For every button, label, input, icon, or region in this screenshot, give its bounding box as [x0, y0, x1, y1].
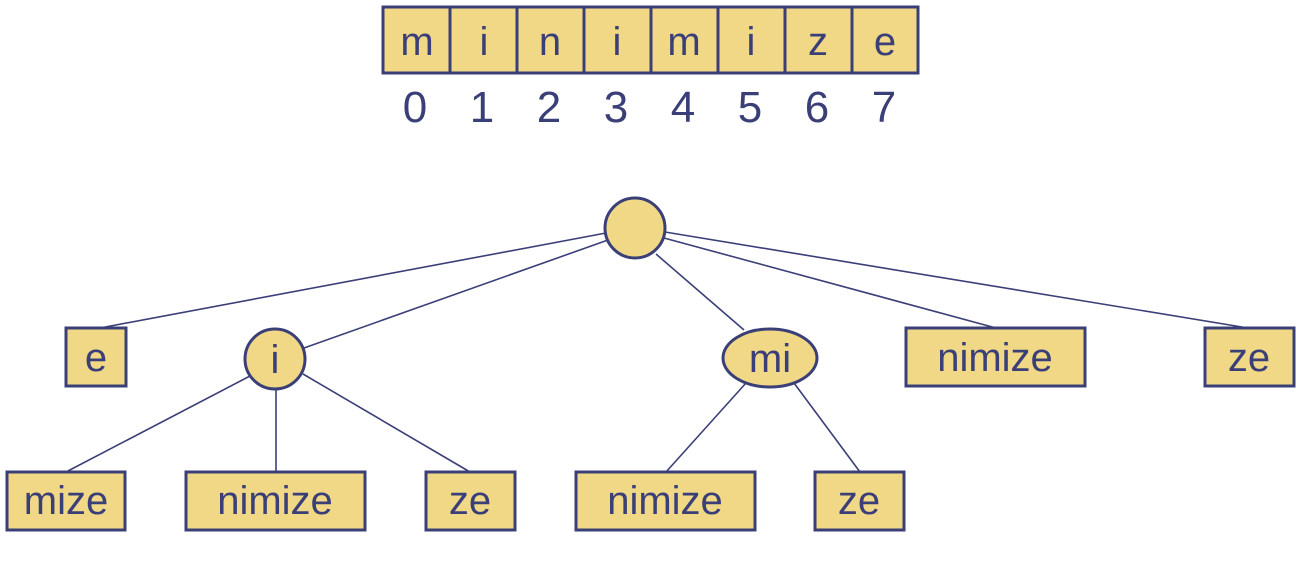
leaf-label: nimize [607, 479, 723, 523]
tree-leaf-i-ze: ze [424, 470, 517, 532]
edge-root-i [303, 239, 609, 349]
leaf-label: ze [449, 479, 491, 523]
tree-node-e: e [64, 326, 128, 388]
leaf-label: nimize [217, 479, 333, 523]
index-label: 6 [805, 83, 829, 132]
node-label: nimize [937, 336, 1053, 380]
edge-root-ze [664, 231, 1249, 329]
char-label: n [539, 20, 561, 64]
edge-root-e [99, 232, 607, 329]
char-cell: e [850, 5, 920, 75]
tree-node-nimize: nimize [904, 326, 1087, 388]
string-array: m i n i m i z e [381, 5, 920, 75]
node-label: i [271, 338, 280, 382]
node-label: mi [749, 337, 791, 381]
char-label: m [400, 20, 433, 64]
char-cell: m [381, 5, 452, 75]
edge-i-ze [302, 373, 471, 473]
tree-node-mi: mi [721, 327, 819, 389]
leaf-label: ze [838, 479, 880, 523]
tree-node-i: i [243, 327, 307, 391]
index-label: 1 [470, 83, 494, 132]
edge-i-mize [65, 375, 251, 473]
char-cell: n [515, 5, 586, 75]
char-cell: m [649, 5, 720, 75]
index-label: 2 [537, 83, 561, 132]
char-cell: i [448, 5, 519, 75]
char-cell: i [582, 5, 653, 75]
index-label: 3 [604, 83, 628, 132]
index-labels: 0 1 2 3 4 5 6 7 [403, 83, 896, 132]
edge-mi-ze [793, 382, 861, 473]
char-label: e [874, 20, 896, 64]
index-label: 5 [738, 83, 762, 132]
index-label: 0 [403, 83, 427, 132]
tree-edges [65, 231, 1249, 473]
index-label: 4 [671, 83, 695, 132]
index-label: 7 [872, 83, 896, 132]
char-cell: i [716, 5, 787, 75]
char-label: m [667, 20, 700, 64]
edge-root-mi [655, 253, 745, 331]
char-cell: z [783, 5, 854, 75]
tree-leaf-mi-nimize: nimize [574, 470, 757, 532]
char-label: i [747, 20, 756, 64]
tree-leaf-mize: mize [5, 470, 127, 532]
tree-leaf-mi-ze: ze [813, 470, 906, 532]
tree-node-ze: ze [1203, 326, 1296, 388]
tree-root-node [603, 196, 667, 260]
edge-root-nimize [663, 237, 997, 329]
char-label: z [808, 20, 828, 64]
char-label: i [480, 20, 489, 64]
node-label: e [85, 336, 107, 380]
node-label: ze [1228, 336, 1270, 380]
leaf-label: mize [24, 479, 108, 523]
char-label: i [613, 20, 622, 64]
tree-leaf-i-nimize: nimize [184, 470, 367, 532]
edge-mi-nimize [665, 382, 747, 473]
